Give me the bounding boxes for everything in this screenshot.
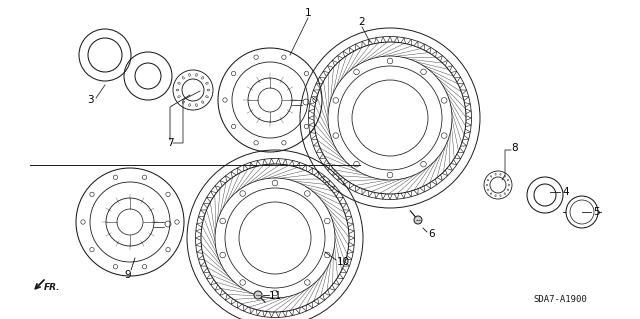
- Text: 11: 11: [268, 291, 282, 301]
- Ellipse shape: [507, 189, 509, 190]
- Ellipse shape: [178, 96, 180, 98]
- Ellipse shape: [504, 175, 506, 177]
- Ellipse shape: [195, 74, 197, 76]
- Ellipse shape: [508, 184, 510, 186]
- Ellipse shape: [490, 175, 492, 177]
- Ellipse shape: [500, 195, 501, 197]
- Text: SDA7-A1900: SDA7-A1900: [533, 295, 587, 305]
- Circle shape: [254, 291, 262, 299]
- Text: 8: 8: [512, 143, 518, 153]
- Ellipse shape: [495, 173, 496, 175]
- Ellipse shape: [189, 104, 191, 107]
- Text: 7: 7: [166, 138, 173, 148]
- Text: 2: 2: [358, 17, 365, 27]
- Ellipse shape: [486, 184, 488, 186]
- Ellipse shape: [182, 77, 184, 79]
- Text: 3: 3: [86, 95, 93, 105]
- Text: FR.: FR.: [44, 284, 61, 293]
- Text: 5: 5: [594, 207, 600, 217]
- Circle shape: [414, 216, 422, 224]
- Ellipse shape: [487, 180, 489, 181]
- Ellipse shape: [176, 89, 179, 91]
- Ellipse shape: [490, 193, 492, 194]
- Ellipse shape: [207, 89, 210, 91]
- Text: 6: 6: [429, 229, 435, 239]
- Ellipse shape: [195, 104, 197, 107]
- Ellipse shape: [189, 74, 191, 76]
- Text: 10: 10: [337, 257, 349, 267]
- Text: 9: 9: [125, 270, 131, 280]
- Ellipse shape: [205, 82, 208, 84]
- Ellipse shape: [202, 77, 204, 79]
- Ellipse shape: [507, 180, 509, 181]
- Ellipse shape: [500, 173, 501, 175]
- Ellipse shape: [487, 189, 489, 190]
- Ellipse shape: [178, 82, 180, 84]
- Ellipse shape: [495, 195, 496, 197]
- Text: 4: 4: [563, 187, 570, 197]
- Text: 1: 1: [305, 8, 311, 18]
- Ellipse shape: [202, 101, 204, 103]
- Ellipse shape: [205, 96, 208, 98]
- Ellipse shape: [182, 101, 184, 103]
- Ellipse shape: [504, 193, 506, 194]
